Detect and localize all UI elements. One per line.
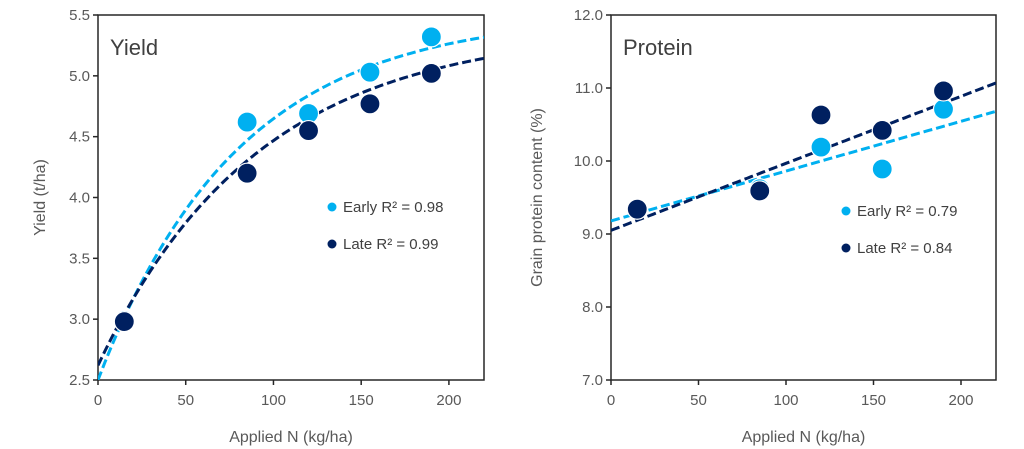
trendline-early (611, 109, 996, 223)
y-tick-label: 7.0 (582, 372, 603, 389)
x-tick-label: 100 (261, 392, 286, 409)
legend-marker-early (327, 202, 337, 212)
x-tick-label: 0 (94, 392, 102, 409)
x-axis-title: Applied N (kg/ha) (742, 429, 866, 446)
y-tick-label: 5.0 (69, 68, 90, 85)
x-tick-label: 100 (773, 392, 798, 409)
x-tick-label: 150 (861, 392, 886, 409)
data-point-late (626, 198, 648, 220)
y-tick-label: 3.0 (69, 311, 90, 328)
y-tick-label: 10.0 (574, 153, 603, 170)
yield-chart: 2.5 3.0 3.5 4.0 4.5 5.0 5.5 0 50 100 150 200 Applied… (32, 7, 485, 446)
x-tick-label: 50 (690, 392, 707, 409)
data-point-late (420, 62, 442, 85)
legend-marker-late (841, 243, 851, 253)
data-point-late (297, 119, 320, 142)
y-tick-label: 3.5 (69, 250, 90, 267)
data-point-late (359, 93, 381, 115)
x-axis-title: Applied N (kg/ha) (229, 429, 353, 446)
chart-title: Protein (623, 35, 693, 60)
x-tick-label: 50 (177, 392, 194, 409)
data-point-early (810, 136, 832, 158)
plot-area (610, 14, 997, 381)
y-axis-title: Yield (t/ha) (32, 159, 49, 236)
legend-label-early: Early R² = 0.98 (343, 199, 443, 216)
legend-label-early: Early R² = 0.79 (857, 203, 957, 220)
x-tick-label: 150 (349, 392, 374, 409)
y-tick-label: 5.5 (69, 7, 90, 24)
trendline-late (98, 56, 484, 367)
data-point-late (749, 180, 771, 202)
data-point-early (236, 111, 258, 133)
data-point-late (932, 80, 955, 102)
legend-label-late: Late R² = 0.99 (343, 236, 438, 253)
protein-chart: 7.0 8.0 9.0 10.0 11.0 12.0 0 50 100 150 200 Applied… (529, 7, 997, 446)
data-point-late (113, 311, 135, 333)
legend-marker-early (841, 206, 851, 216)
y-tick-label: 4.5 (69, 129, 90, 146)
y-tick-label: 4.0 (69, 190, 90, 207)
data-point-early (420, 26, 442, 48)
data-point-late (810, 104, 832, 126)
data-point-early (359, 61, 381, 83)
x-tick-label: 200 (436, 392, 461, 409)
y-tick-label: 8.0 (582, 299, 603, 316)
y-tick-label: 12.0 (574, 7, 603, 24)
x-tick-label: 200 (948, 392, 973, 409)
data-point-late (871, 119, 893, 141)
y-axis-title: Grain protein content (%) (529, 108, 546, 287)
y-tick-label: 9.0 (582, 226, 603, 243)
trendline-late (611, 81, 996, 232)
x-tick-label: 0 (607, 392, 615, 409)
data-point-late (236, 162, 258, 184)
legend-marker-late (327, 239, 337, 249)
trendline-early (98, 35, 484, 380)
y-tick-label: 2.5 (69, 372, 90, 389)
chart-title: Yield (110, 35, 158, 60)
data-point-early (871, 158, 893, 180)
y-tick-label: 11.0 (575, 80, 603, 97)
data-point-early (932, 98, 955, 120)
legend-label-late: Late R² = 0.84 (857, 240, 952, 257)
